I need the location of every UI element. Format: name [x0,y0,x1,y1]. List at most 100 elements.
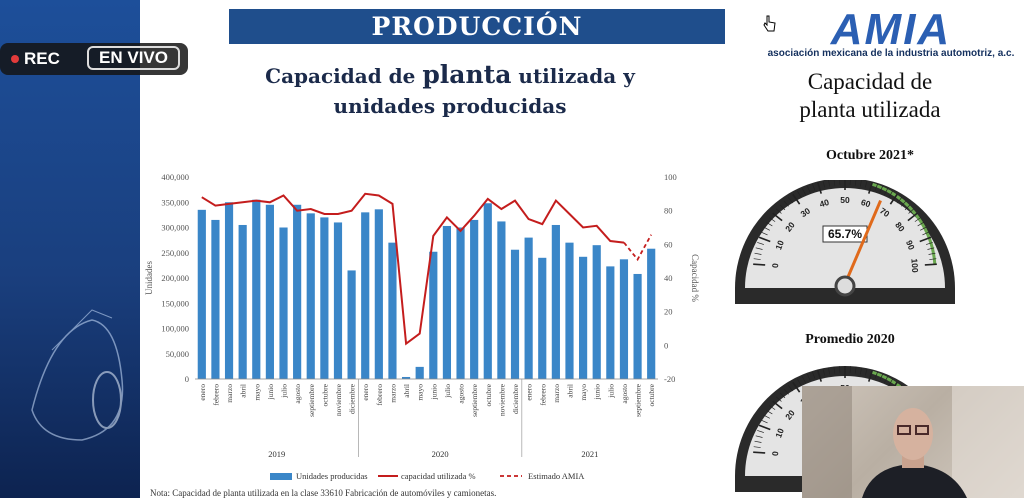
bar [538,257,547,379]
estimate-line [623,234,652,262]
y2-axis-label: Capacidad % [690,254,700,302]
bar [238,224,247,379]
bar [279,227,288,379]
x-tick-label: mayo [579,384,588,401]
gauge-tick [758,424,771,431]
year-label: 2021 [581,449,598,459]
gauge-tick [792,381,801,393]
gauge-tick [772,212,783,222]
legend-swatch-bars [270,473,292,480]
gauge-tick [864,368,868,376]
gauge-tick [907,212,918,222]
bar [347,270,356,379]
bar [429,251,438,379]
bar [224,202,234,379]
gauge-tick [763,414,770,419]
gauge-tick [929,258,937,260]
gauge-tick [769,217,776,222]
y-tick-label: 150,000 [161,298,189,308]
gauge-tick [769,405,776,410]
x-tick-label: julio [443,384,452,399]
bar [252,199,261,379]
rec-label: REC [24,49,60,68]
x-tick-label: octubre [484,383,493,406]
y-tick-label: 0 [185,374,189,384]
gauge-tick [879,373,884,381]
gauge-tick [925,242,933,245]
y-tick-label: 100,000 [161,324,189,334]
y2-tick-label: 60 [664,239,673,249]
y-tick-label: 350,000 [161,197,189,207]
bar [456,227,465,379]
gauge-tick [919,236,932,243]
bar [606,266,615,379]
x-tick-label: enero [198,384,207,401]
recording-indicator: REC EN VIVO [0,43,188,75]
gauge-tick [917,221,924,227]
gauge-tick [879,185,884,193]
y-axis-label: Unidades [144,261,154,295]
presenter-webcam [802,386,1024,498]
x-tick-label: octubre [647,383,656,406]
gauge-tick [788,385,793,392]
x-tick-label: agosto [457,384,466,404]
gauge-tick [816,181,823,194]
car-wireframe-graphic [31,309,124,441]
gauge-tick-label: 0 [770,263,780,269]
gauge-tick [854,366,857,374]
gauge-tick [806,185,811,193]
y-tick-label: 400,000 [161,172,189,182]
gauge-tick [753,446,761,448]
gauge-tick [772,400,783,410]
x-tick-label: abril [565,384,574,398]
year-label: 2020 [432,449,449,459]
bar [361,212,370,379]
gauge-tick [758,236,771,243]
gauge-tick [763,226,770,231]
amia-logo-text: AMIA [830,5,951,54]
gauge-tick-label: 40 [818,197,830,209]
presenter-video-frame [802,386,1024,498]
chart-title-part: Capacidad de [265,64,423,88]
gauge-tick [797,191,802,198]
x-tick-label: marzo [225,384,234,403]
y-tick-label: 250,000 [161,248,189,258]
gauge-tick [867,369,874,382]
bar [442,225,452,379]
left-decorative-band [0,0,140,498]
record-dot-icon [11,55,19,63]
chart-title-part: utilizada y [511,64,635,88]
y2-tick-label: 20 [664,307,673,317]
bar [388,242,397,379]
y2-tick-label: 0 [664,340,668,350]
bar [401,376,411,379]
bar [197,209,206,379]
x-tick-label: enero [525,384,534,401]
gauge-needle [843,199,882,285]
live-badge: EN VIVO [87,46,180,70]
amia-logo: AMIA [830,5,951,54]
gauge-tick [775,396,782,402]
bar [510,249,520,379]
gauge-tick [888,379,893,386]
bar [306,213,315,379]
gauge-tick [812,183,816,191]
x-tick-label: abril [239,384,248,398]
x-tick-label: abril [402,384,411,398]
gauge1-label: Octubre 2021* [825,148,914,163]
bar [647,248,656,379]
gauge-tick [779,204,786,211]
gauge-tick [828,367,831,375]
gauge-tick [755,435,763,438]
bar [470,219,479,379]
y2-tick-label: 100 [664,172,677,182]
gauge-tick [797,379,802,386]
gauge-tick [884,376,889,383]
x-tick-label: octubre [320,383,329,406]
gauge-tick-label: 100 [909,258,920,273]
x-tick-label: febrero [538,384,547,406]
x-tick-label: marzo [388,384,397,403]
bar [497,221,506,379]
x-tick-label: diciembre [348,383,357,414]
